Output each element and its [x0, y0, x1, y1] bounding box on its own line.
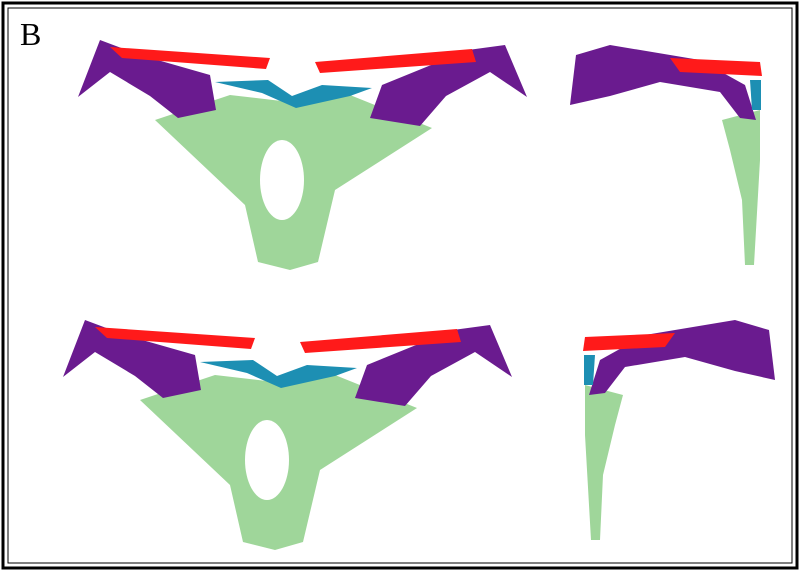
figure-panel: B [0, 0, 800, 571]
page: B (() => { const data = JSON.parse(docum… [0, 0, 800, 571]
panel-label: B [20, 16, 41, 52]
